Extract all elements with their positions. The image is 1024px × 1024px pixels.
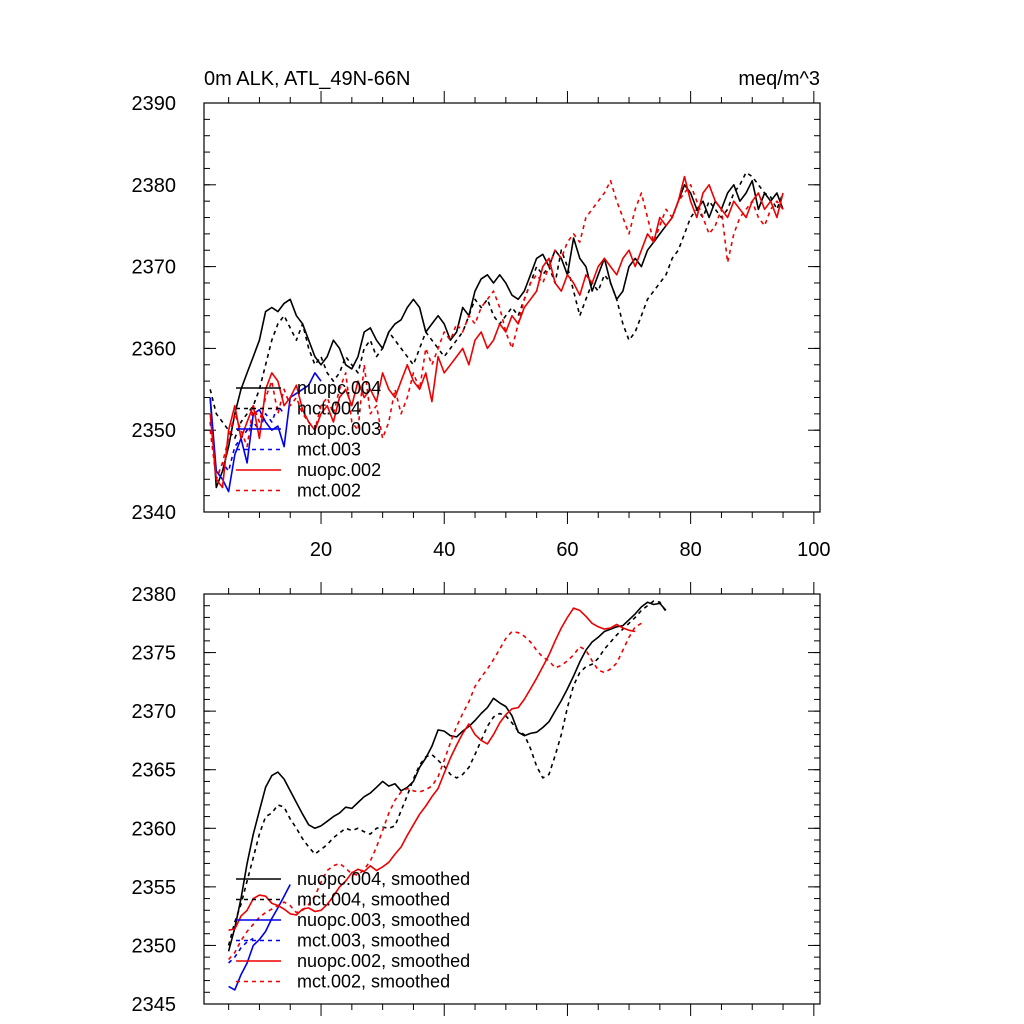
bottom-axis-ticks: 2345 2350 2355 2360 2365 2370 2375 2380 (132, 582, 820, 1016)
legend-label: mct.002 (297, 481, 361, 501)
y-tick-label: 2355 (132, 877, 177, 899)
series-line-nuopc-002-smoothed (228, 607, 636, 931)
bottom-chart-panel: 2345 2350 2355 2360 2365 2370 2375 2380 nuopc.0… (132, 582, 821, 1016)
legend-label: mct.002, smoothed (297, 972, 450, 992)
legend-label: nuopc.004 (297, 378, 381, 398)
chart-units-label: meq/m^3 (738, 68, 820, 90)
x-tick-label: 80 (680, 539, 702, 561)
x-tick-label: 40 (433, 539, 455, 561)
y-tick-label: 2360 (132, 338, 177, 360)
chart-title: 0m ALK, ATL_49N-66N (204, 68, 410, 90)
y-tick-label: 2340 (132, 502, 177, 524)
series-line-nuopc-003-smoothed (228, 884, 291, 991)
series-line-mct-002 (209, 179, 784, 481)
y-tick-label: 2360 (132, 818, 177, 840)
series-line-nuopc-004-smoothed (227, 601, 667, 952)
top-series-lines (209, 171, 784, 493)
legend-label: mct.004, smoothed (297, 890, 450, 910)
y-tick-label: 2350 (132, 420, 177, 442)
series-line-nuopc-002 (209, 175, 784, 489)
y-tick-label: 2380 (132, 175, 177, 197)
legend-label: nuopc.003 (297, 419, 381, 439)
legend-label: nuopc.003, smoothed (297, 910, 470, 930)
legend-label: nuopc.002, smoothed (297, 951, 470, 971)
top-chart-panel: 0m ALK, ATL_49N-66N meq/m^3 2340 2350 2360… (132, 68, 831, 561)
y-tick-label: 2365 (132, 760, 177, 782)
x-tick-label: 100 (797, 539, 830, 561)
series-line-nuopc-003 (209, 372, 322, 493)
y-tick-label: 2370 (132, 257, 177, 279)
y-tick-label: 2345 (132, 994, 177, 1016)
top-plot-frame (203, 102, 821, 513)
top-axis-ticks: 2340 2350 2360 2370 2380 2390 20 40 60 80 100 (132, 91, 831, 561)
series-line-mct-003-smoothed (228, 937, 254, 964)
series-line-mct-004-smoothed (227, 600, 667, 946)
bottom-series-lines (227, 600, 667, 991)
top-legend: nuopc.004mct.004nuopc.003mct.003nuopc.00… (236, 378, 381, 501)
x-tick-label: 60 (556, 539, 578, 561)
x-tick-label: 20 (310, 539, 332, 561)
legend-label: nuopc.002 (297, 460, 381, 480)
series-line-mct-003 (209, 404, 285, 481)
y-tick-label: 2380 (132, 584, 177, 606)
y-tick-label: 2350 (132, 935, 177, 957)
legend-label: nuopc.004, smoothed (297, 869, 470, 889)
y-tick-label: 2375 (132, 643, 177, 665)
y-tick-label: 2370 (132, 701, 177, 723)
legend-label: mct.003 (297, 440, 361, 460)
legend-label: mct.004 (297, 399, 361, 419)
y-tick-label: 2390 (132, 93, 177, 115)
series-line-mct-004 (209, 171, 784, 440)
bottom-plot-frame (203, 593, 821, 1005)
series-line-mct-002-smoothed (228, 622, 642, 961)
legend-label: mct.003, smoothed (297, 931, 450, 951)
